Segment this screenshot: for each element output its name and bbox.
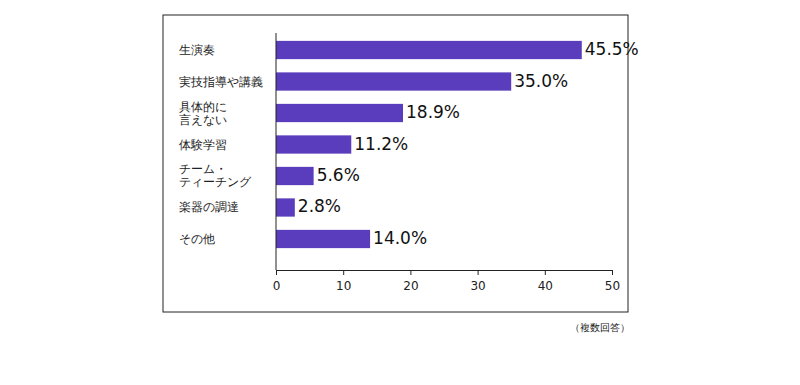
chart-frame (163, 15, 628, 312)
tick-mark (478, 270, 479, 275)
category-labels: 生演奏実技指導や講義具体的に言えない体験学習チーム・ティーチング楽器の調達その他 (179, 43, 263, 246)
value-axis: 0 10 20 30 40 50 (273, 270, 620, 293)
category-label: チーム・ティーチング (179, 162, 252, 189)
tick: 50 (605, 270, 620, 293)
tick-label: 0 (273, 279, 281, 293)
data-label: 18.9% (406, 102, 460, 122)
bar (276, 135, 351, 153)
tick-label: 10 (336, 279, 351, 293)
category-label: 生演奏 (179, 43, 215, 57)
bar (276, 230, 370, 248)
tick-label: 30 (470, 279, 485, 293)
tick: 40 (538, 270, 553, 293)
tick-label: 20 (403, 279, 418, 293)
data-label: 11.2% (354, 134, 408, 154)
data-label: 2.8% (298, 196, 341, 216)
tick: 0 (273, 270, 281, 293)
tick-label: 50 (605, 279, 620, 293)
bar (276, 104, 403, 122)
tick-mark (276, 270, 277, 275)
data-label: 45.5% (585, 39, 639, 59)
tick-mark (545, 270, 546, 275)
data-label: 35.0% (514, 71, 568, 91)
data-label: 5.6% (317, 165, 360, 185)
category-axis-line (276, 33, 277, 270)
bar (276, 72, 511, 90)
bar (276, 41, 582, 59)
category-label: 体験学習 (179, 137, 227, 151)
category-axis (276, 33, 277, 270)
category-label: 具体的に言えない (179, 99, 227, 126)
tick: 10 (336, 270, 351, 293)
category-label: 楽器の調達 (179, 200, 239, 214)
tick: 30 (470, 270, 485, 293)
tick: 20 (403, 270, 418, 293)
bar (276, 167, 314, 185)
data-labels: 45.5% 35.0% 18.9% 11.2% 5.6% 2.8% 14.0% (298, 39, 639, 248)
category-label: 実技指導や講義 (179, 74, 263, 88)
chart-svg: 0 10 20 30 40 50 生演奏実技指導や講義具体的に言えない体験学習チーム・ティー… (0, 0, 800, 385)
tick-label: 40 (538, 279, 553, 293)
chart-container: 0 10 20 30 40 50 生演奏実技指導や講義具体的に言えない体験学習チーム・ティー… (0, 0, 800, 385)
bar (276, 198, 295, 216)
tick-mark (612, 270, 613, 275)
bars (276, 41, 582, 248)
category-label: その他 (179, 231, 215, 245)
data-label: 14.0% (373, 228, 427, 248)
annotation: （複数回答） (570, 322, 630, 333)
value-axis-line (277, 271, 613, 276)
tick-mark (410, 270, 411, 275)
tick-mark (343, 270, 344, 275)
